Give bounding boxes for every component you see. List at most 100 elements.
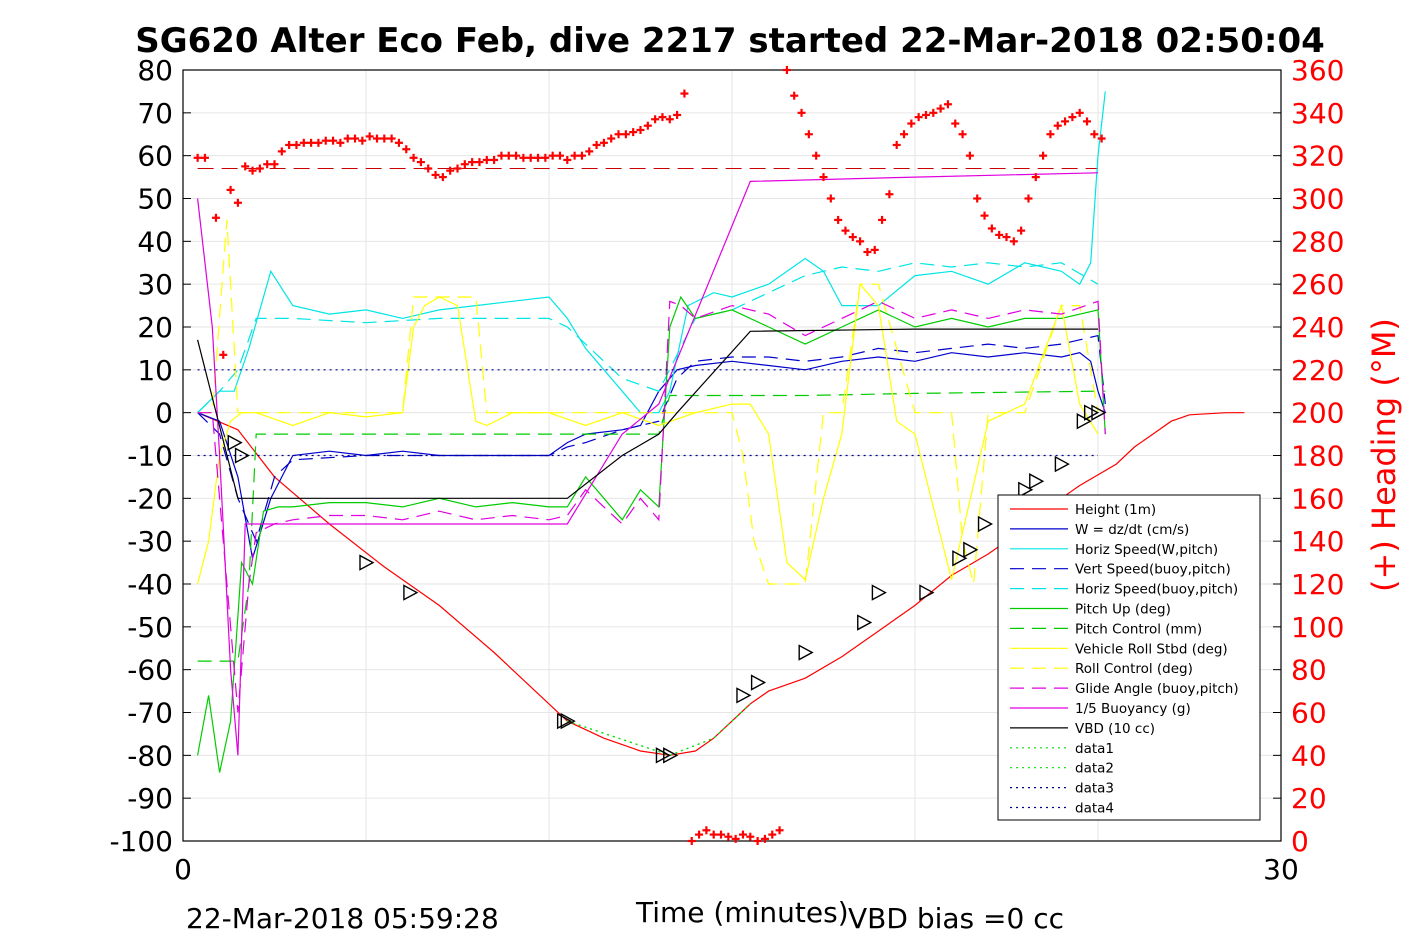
heading-marker: [695, 830, 704, 839]
heading-marker: [1090, 130, 1099, 139]
heading-marker: [233, 198, 242, 207]
series-line-4: [197, 262, 1099, 414]
heading-marker: [475, 158, 484, 167]
y-tick-label: 60: [137, 140, 173, 173]
heading-marker: [438, 173, 447, 182]
triangle-marker: [663, 747, 679, 764]
series-line-8: [197, 219, 1099, 585]
legend-label: Pitch Up (deg): [1075, 602, 1171, 618]
series-line-11: [197, 328, 1098, 499]
heading-marker: [380, 134, 389, 143]
heading-marker: [519, 153, 528, 162]
series-line-2: [197, 91, 1106, 414]
heading-marker: [629, 128, 638, 137]
heading-marker: [1024, 194, 1033, 203]
heading-marker: [1002, 233, 1011, 242]
legend-label: Vert Speed(buoy,pitch): [1075, 562, 1231, 578]
series-line-3: [197, 334, 1106, 543]
heading-marker: [1083, 117, 1092, 126]
y2-tick-label: 20: [1291, 782, 1327, 815]
legend-label: W = dz/dt (cm/s): [1075, 522, 1189, 538]
heading-marker: [307, 138, 316, 147]
heading-marker: [526, 153, 535, 162]
y-tick-label: 80: [137, 54, 173, 87]
legend-label: data3: [1075, 781, 1114, 797]
y2-tick-label: 160: [1291, 482, 1344, 515]
y-tick-label: -60: [127, 654, 173, 687]
heading-marker: [819, 173, 828, 182]
legend-label: Vehicle Roll Stbd (deg): [1075, 641, 1228, 657]
heading-marker: [936, 104, 945, 113]
triangle-marker: [952, 550, 968, 567]
y-tick-label: 70: [137, 97, 173, 130]
triangle-marker: [1018, 481, 1034, 498]
heading-marker: [665, 115, 674, 124]
heading-marker: [841, 226, 850, 235]
legend-label: data2: [1075, 761, 1114, 777]
heading-marker: [299, 138, 308, 147]
heading-marker: [680, 89, 689, 98]
heading-marker: [1097, 134, 1106, 143]
legend-label: 1/5 Buoyancy (g): [1075, 701, 1191, 717]
heading-marker: [497, 151, 506, 160]
heading-marker: [738, 830, 747, 839]
triangle-marker: [227, 434, 243, 451]
heading-marker: [490, 155, 499, 164]
y-tick-label: -70: [127, 697, 173, 730]
y2-tick-label: 40: [1291, 739, 1327, 772]
heading-marker: [241, 162, 250, 171]
heading-marker: [292, 140, 301, 149]
heading-marker: [460, 160, 469, 169]
heading-marker: [409, 153, 418, 162]
heading-marker: [219, 350, 228, 359]
heading-marker: [856, 237, 865, 246]
heading-marker: [1061, 117, 1070, 126]
heading-marker: [512, 151, 521, 160]
heading-marker: [534, 153, 543, 162]
heading-marker: [314, 138, 323, 147]
heading-marker: [599, 138, 608, 147]
heading-marker: [834, 215, 843, 224]
triangle-marker: [1091, 404, 1107, 421]
heading-marker: [563, 155, 572, 164]
heading-markers: [193, 66, 1106, 845]
heading-marker: [1017, 226, 1026, 235]
heading-marker: [387, 134, 396, 143]
heading-marker: [673, 110, 682, 119]
triangle-marker: [556, 712, 573, 730]
heading-marker: [270, 160, 279, 169]
legend-label: data1: [1075, 741, 1114, 757]
heading-marker: [365, 132, 374, 141]
heading-marker: [973, 194, 982, 203]
heading-marker: [943, 100, 952, 109]
triangle-markers: [227, 404, 1107, 764]
heading-marker: [402, 145, 411, 154]
y2-tick-label: 100: [1291, 611, 1344, 644]
heading-marker: [585, 147, 594, 156]
heading-marker: [643, 121, 652, 130]
legend: Height (1m) W = dz/dt (cm/s) Horiz Speed(W…: [997, 494, 1261, 821]
triangle-marker: [560, 712, 576, 730]
y2-tick-label: 140: [1291, 525, 1344, 558]
heading-marker: [1039, 151, 1048, 160]
heading-marker: [592, 140, 601, 149]
triangle-marker: [963, 541, 979, 558]
heading-marker: [724, 832, 733, 841]
series-line-1: [197, 352, 1106, 559]
heading-marker: [614, 130, 623, 139]
heading-marker: [277, 147, 286, 156]
heading-marker: [746, 832, 755, 841]
heading-marker: [907, 119, 916, 128]
heading-marker: [446, 166, 455, 175]
heading-marker: [1075, 108, 1084, 117]
series-line-6: [197, 390, 1106, 662]
heading-marker: [921, 110, 930, 119]
legend-label: Horiz Speed(W,pitch): [1075, 542, 1218, 558]
heading-marker: [1053, 121, 1062, 130]
heading-marker: [863, 248, 872, 257]
y-tick-label: 30: [137, 268, 173, 301]
heading-marker: [200, 153, 209, 162]
x-tick-label: 0: [174, 853, 192, 886]
heading-marker: [1046, 130, 1055, 139]
y-tick-label: -40: [127, 568, 173, 601]
